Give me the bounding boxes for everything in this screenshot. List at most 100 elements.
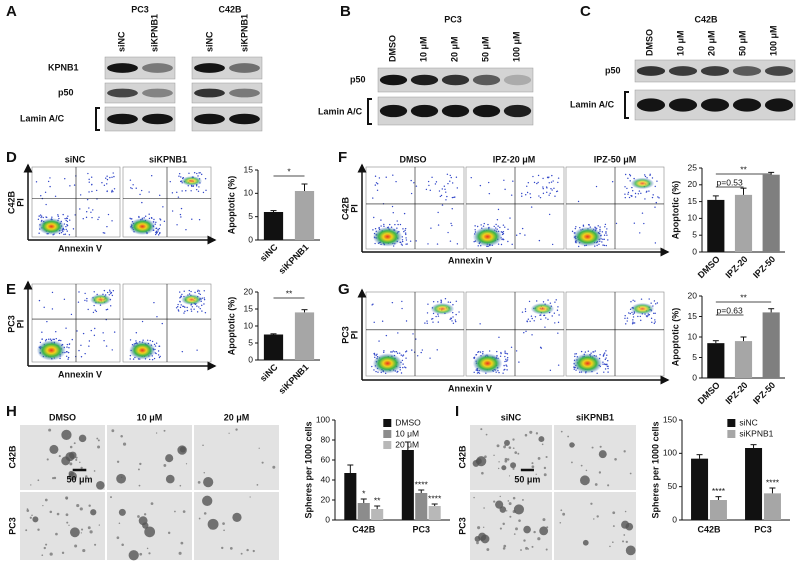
sphere bbox=[37, 479, 40, 482]
flow-event bbox=[85, 216, 88, 219]
flow-event bbox=[201, 310, 203, 312]
flow-event bbox=[109, 289, 111, 291]
flow-event bbox=[602, 355, 605, 357]
flow-event bbox=[651, 177, 654, 179]
sphere bbox=[545, 455, 548, 459]
flow-event bbox=[447, 182, 449, 185]
sphere bbox=[53, 476, 57, 480]
flow-event bbox=[631, 323, 634, 325]
y-axis-label: Apoptotic (%) bbox=[670, 308, 680, 367]
x-tick-label: C42B bbox=[697, 524, 721, 534]
flow-event bbox=[511, 243, 513, 246]
flow-event bbox=[637, 315, 639, 318]
flow-event bbox=[504, 360, 506, 363]
flow-event bbox=[66, 217, 69, 220]
y-tick-label: 0 bbox=[248, 234, 253, 244]
flow-event bbox=[155, 221, 157, 224]
flow-event bbox=[42, 216, 44, 219]
flow-event bbox=[390, 351, 392, 353]
flow-event bbox=[510, 194, 513, 196]
sphere bbox=[499, 527, 502, 530]
flow-event bbox=[607, 239, 609, 241]
flow-event bbox=[626, 320, 628, 322]
flow-event bbox=[402, 228, 404, 230]
sphere bbox=[110, 496, 112, 499]
flow-event bbox=[184, 310, 186, 313]
flow-event bbox=[624, 186, 626, 188]
flow-event bbox=[65, 225, 67, 228]
flow-event bbox=[649, 174, 651, 177]
sphere bbox=[507, 500, 510, 502]
flow-event bbox=[176, 191, 178, 194]
flow-event bbox=[129, 339, 132, 341]
flow-event bbox=[88, 178, 90, 181]
flow-event bbox=[203, 297, 205, 299]
flow-event bbox=[654, 321, 656, 323]
flow-event bbox=[82, 217, 84, 220]
flow-event bbox=[432, 312, 435, 315]
flow-event bbox=[87, 172, 89, 175]
flow-event bbox=[412, 333, 414, 335]
flow-event bbox=[632, 190, 634, 192]
flow-event bbox=[62, 213, 64, 216]
flow-event bbox=[478, 372, 481, 374]
flow-event bbox=[641, 212, 644, 214]
flow-event bbox=[193, 172, 196, 174]
sphere bbox=[614, 458, 617, 461]
sphere bbox=[542, 518, 546, 522]
flow-event bbox=[450, 222, 452, 225]
flow-event bbox=[649, 173, 651, 175]
sphere bbox=[55, 532, 58, 536]
flow-event bbox=[538, 195, 540, 197]
flow-event bbox=[432, 317, 434, 320]
flow-event bbox=[371, 365, 373, 368]
flow-event bbox=[544, 326, 546, 328]
flow-event bbox=[195, 185, 198, 187]
y-tick-label: 5 bbox=[248, 211, 253, 221]
blot-band bbox=[668, 66, 698, 76]
sphere bbox=[79, 507, 83, 511]
flow-event bbox=[629, 175, 632, 177]
flow-event bbox=[627, 191, 630, 194]
bar bbox=[691, 458, 709, 520]
cell-line-label: PC3 bbox=[131, 4, 149, 14]
flow-event bbox=[455, 176, 458, 178]
flow-event bbox=[599, 354, 601, 356]
flow-event bbox=[451, 196, 454, 199]
flow-event bbox=[509, 217, 511, 219]
flow-event bbox=[106, 308, 109, 311]
flow-event bbox=[440, 299, 442, 301]
flow-event bbox=[431, 176, 433, 179]
sphere bbox=[580, 464, 583, 467]
sphere bbox=[174, 510, 176, 513]
flow-event bbox=[139, 193, 141, 196]
flow-event bbox=[420, 351, 422, 354]
flow-event bbox=[66, 346, 68, 348]
sphere bbox=[559, 521, 562, 524]
condition-label: siNC bbox=[65, 154, 86, 164]
flow-event bbox=[49, 338, 52, 340]
flow-event bbox=[401, 300, 403, 303]
sphere bbox=[518, 519, 521, 522]
flow-event bbox=[482, 225, 485, 227]
sphere bbox=[625, 540, 628, 544]
sphere bbox=[523, 539, 526, 542]
flow-event bbox=[196, 172, 198, 175]
flow-event bbox=[177, 309, 180, 311]
flow-event bbox=[441, 188, 443, 190]
flow-event bbox=[631, 311, 633, 314]
bar bbox=[294, 191, 315, 240]
flow-event bbox=[158, 227, 161, 230]
flow-event bbox=[415, 240, 417, 242]
flow-event bbox=[46, 320, 48, 323]
flow-event bbox=[449, 174, 451, 177]
flow-event bbox=[582, 224, 585, 226]
sphere bbox=[502, 522, 505, 526]
sphere bbox=[510, 462, 517, 469]
sphere bbox=[512, 496, 516, 500]
flow-event bbox=[409, 240, 412, 242]
sphere bbox=[42, 504, 44, 507]
flow-event bbox=[159, 232, 161, 234]
flow-event bbox=[540, 347, 543, 349]
flow-event bbox=[98, 216, 100, 218]
